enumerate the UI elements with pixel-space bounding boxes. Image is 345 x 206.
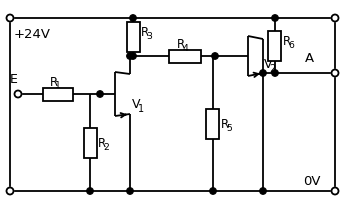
Text: 2: 2 (103, 142, 109, 151)
Bar (268, 31, 282, 61)
Bar (169, 50, 201, 63)
Text: R: R (221, 117, 229, 130)
Circle shape (97, 91, 103, 98)
Text: 1: 1 (138, 103, 144, 113)
Bar (83, 128, 97, 158)
Text: V: V (264, 58, 273, 71)
Circle shape (212, 54, 218, 60)
Circle shape (130, 54, 136, 60)
Circle shape (7, 15, 13, 22)
Text: R: R (50, 75, 58, 88)
Text: R: R (98, 136, 106, 149)
Circle shape (14, 91, 21, 98)
Text: R: R (141, 26, 149, 39)
Circle shape (260, 70, 266, 77)
Circle shape (87, 188, 93, 194)
Circle shape (127, 54, 133, 60)
Text: +24V: +24V (14, 28, 51, 41)
Circle shape (332, 15, 338, 22)
Circle shape (332, 70, 338, 77)
Text: V: V (132, 98, 140, 111)
Circle shape (130, 16, 136, 22)
Text: 4: 4 (182, 44, 188, 53)
Text: R: R (177, 38, 185, 51)
Circle shape (7, 188, 13, 194)
Circle shape (272, 70, 278, 77)
Circle shape (272, 16, 278, 22)
Circle shape (332, 188, 338, 194)
Bar (43, 88, 73, 101)
Text: 1: 1 (55, 81, 61, 90)
Bar (127, 23, 139, 53)
Text: R: R (283, 35, 291, 48)
Circle shape (127, 188, 133, 194)
Bar (207, 109, 219, 139)
Text: 0V: 0V (303, 174, 321, 187)
Text: 5: 5 (226, 123, 232, 132)
Text: 6: 6 (288, 40, 294, 49)
Text: 3: 3 (146, 32, 152, 41)
Circle shape (260, 188, 266, 194)
Text: 2: 2 (269, 63, 276, 73)
Text: A: A (305, 52, 314, 65)
Circle shape (210, 188, 216, 194)
Text: E: E (10, 73, 18, 85)
